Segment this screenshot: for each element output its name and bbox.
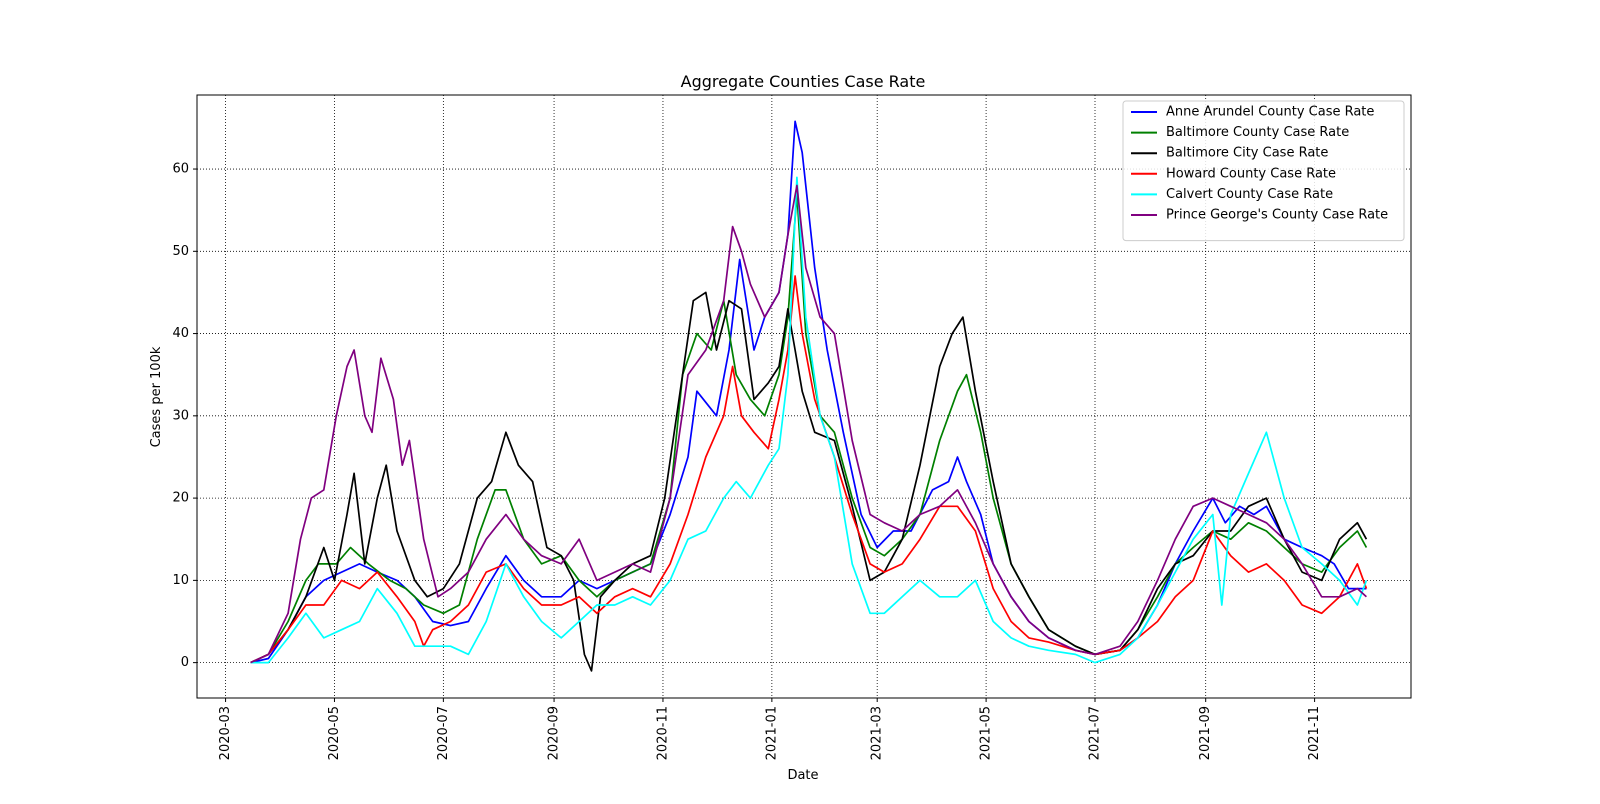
y-tick-label: 30 xyxy=(172,408,189,423)
y-tick-label: 60 xyxy=(172,162,189,177)
series-line-6 xyxy=(250,184,1367,664)
x-tick-label: 2021-03 xyxy=(870,706,885,760)
legend-label: Baltimore County Case Rate xyxy=(1166,125,1349,140)
y-tick-label: 50 xyxy=(172,244,189,259)
legend-label: Calvert County Case Rate xyxy=(1166,187,1333,202)
legend: Anne Arundel County Case Rate Baltimore C… xyxy=(1122,100,1405,242)
series-layer xyxy=(250,120,1368,672)
series-line-3 xyxy=(250,291,1368,672)
y-tick-label: 0 xyxy=(181,655,189,670)
x-tick-label: 2020-09 xyxy=(547,706,562,760)
y-tick-label: 10 xyxy=(172,573,189,588)
series-line-1 xyxy=(250,120,1367,664)
x-tick-label: 2020-07 xyxy=(436,706,451,760)
x-tick-label: 2020-03 xyxy=(218,706,233,760)
series-line-2 xyxy=(250,192,1368,664)
y-tick-label: 40 xyxy=(172,326,189,341)
x-tick-label: 2020-05 xyxy=(327,706,342,760)
x-tick-label: 2021-11 xyxy=(1307,706,1322,760)
x-tick-label: 2021-01 xyxy=(764,706,779,760)
plot-frame xyxy=(196,94,1412,699)
x-tick-label: 2021-09 xyxy=(1198,706,1213,760)
series-line-4 xyxy=(250,275,1368,664)
x-tick-label: 2021-05 xyxy=(979,706,994,760)
legend-label: Anne Arundel County Case Rate xyxy=(1166,105,1374,120)
y-axis-label: Cases per 100k xyxy=(149,346,164,447)
x-tick-label: 2021-07 xyxy=(1088,706,1103,760)
series-line-5 xyxy=(250,176,1368,664)
y-tick-label: 20 xyxy=(172,491,189,506)
x-axis: 2020-03 2020-05 2020-07 2020-09 2020-11 2021-… xyxy=(218,698,1322,760)
x-axis-label: Date xyxy=(787,768,818,783)
y-axis: 0 10 20 30 40 50 60 xyxy=(172,162,197,670)
x-tick-label: 2020-11 xyxy=(655,706,670,760)
legend-label: Howard County Case Rate xyxy=(1166,166,1336,181)
legend-label: Prince George's County Case Rate xyxy=(1166,208,1388,223)
legend-label: Baltimore City Case Rate xyxy=(1166,146,1328,161)
chart-title: Aggregate Counties Case Rate xyxy=(681,72,926,91)
legend-box xyxy=(1122,100,1405,242)
